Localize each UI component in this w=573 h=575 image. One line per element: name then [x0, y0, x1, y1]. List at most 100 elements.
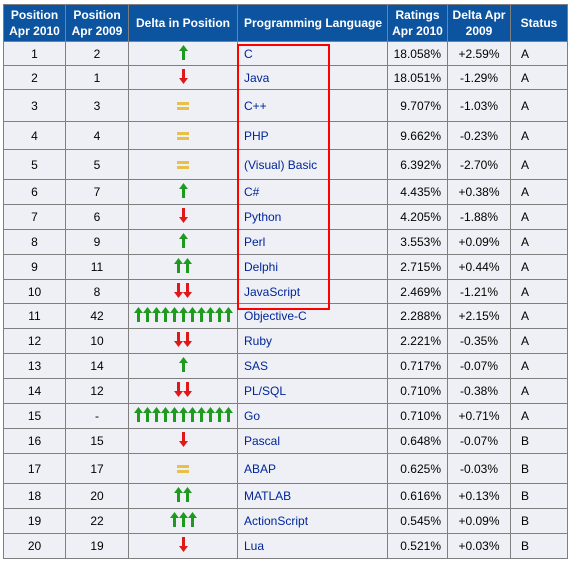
position-2010-cell: 13: [3, 353, 66, 379]
language-link[interactable]: PHP: [244, 128, 269, 143]
language-cell: PHP: [237, 121, 388, 150]
delta-position-cell: [128, 254, 238, 280]
language-link[interactable]: Java: [244, 70, 270, 85]
language-link[interactable]: ABAP: [244, 461, 277, 476]
header-delta-rating[interactable]: Delta Apr 2009: [447, 4, 511, 42]
table-row: 7 6 Python 4.205% -1.88% A: [3, 204, 568, 230]
position-2009-cell: -: [65, 403, 129, 429]
rating-cell: 0.717%: [387, 353, 448, 379]
status-cell: A: [510, 121, 568, 150]
header-row: Position Apr 2010 Position Apr 2009 Delt…: [3, 4, 568, 42]
position-2010-cell: 18: [3, 483, 66, 509]
language-link[interactable]: C#: [244, 185, 260, 199]
tiobe-index-table: Position Apr 2010 Position Apr 2009 Delt…: [3, 4, 568, 559]
table-body: 1 2 C 18.058% +2.59% A 2 1 Java 18.051% -1.29% A 3 3 C…: [3, 41, 568, 559]
language-cell: Lua: [237, 533, 388, 559]
position-2010-cell: 6: [3, 179, 66, 205]
arrow-up-icon: [205, 407, 215, 423]
arrow-down-icon: [174, 282, 183, 298]
language-link[interactable]: SAS: [244, 359, 269, 373]
table-row: 18 20 MATLAB 0.616% +0.13% B: [3, 483, 568, 509]
language-link[interactable]: JavaScript: [244, 284, 301, 299]
rating-cell: 0.648%: [387, 428, 448, 454]
delta-rating-cell: -0.38%: [447, 378, 511, 404]
language-link[interactable]: (Visual) Basic: [244, 157, 318, 172]
header-delta-position[interactable]: Delta in Position: [128, 4, 238, 42]
table-row: 3 3 C++ 9.707% -1.03% A: [3, 89, 568, 122]
arrow-down-icon: [183, 382, 192, 398]
language-link[interactable]: C: [244, 46, 253, 61]
header-programming-language[interactable]: Programming Language: [237, 4, 388, 42]
table-row: 16 15 Pascal 0.648% -0.07% B: [3, 428, 568, 454]
arrow-up-icon: [178, 183, 188, 199]
delta-rating-cell: +0.09%: [447, 508, 511, 534]
language-link[interactable]: Python: [244, 210, 282, 224]
status-cell: A: [510, 378, 568, 404]
status-cell: A: [510, 41, 568, 66]
delta-arrows: [133, 407, 233, 423]
delta-rating-cell: -0.03%: [447, 453, 511, 484]
language-link[interactable]: C++: [244, 98, 267, 113]
table-row: 9 11 Delphi 2.715% +0.44% A: [3, 254, 568, 280]
rating-cell: 0.545%: [387, 508, 448, 534]
rating-cell: 0.521%: [387, 533, 448, 559]
rating-cell: 4.435%: [387, 179, 448, 205]
arrow-down-icon: [174, 382, 183, 398]
table-row: 14 12 PL/SQL 0.710% -0.38% A: [3, 378, 568, 404]
header-ratings[interactable]: Ratings Apr 2010: [387, 4, 448, 42]
language-cell: Ruby: [237, 328, 388, 354]
rating-cell: 0.710%: [387, 378, 448, 404]
delta-position-cell: [128, 453, 238, 484]
equal-icon: [177, 160, 189, 169]
status-cell: B: [510, 533, 568, 559]
language-link[interactable]: PL/SQL: [244, 384, 287, 398]
header-status[interactable]: Status: [510, 4, 568, 42]
arrow-up-icon: [183, 487, 192, 503]
language-cell: Perl: [237, 229, 388, 255]
language-link[interactable]: Go: [244, 409, 261, 423]
status-cell: A: [510, 89, 568, 122]
language-link[interactable]: Objective-C: [244, 309, 307, 323]
delta-arrows: [177, 157, 189, 173]
header-position-2009[interactable]: Position Apr 2009: [65, 4, 129, 42]
language-link[interactable]: Pascal: [244, 434, 281, 448]
rating-cell: 4.205%: [387, 204, 448, 230]
arrow-up-icon: [169, 407, 179, 423]
rating-cell: 2.469%: [387, 279, 448, 304]
position-2009-cell: 6: [65, 204, 129, 230]
table-row: 20 19 Lua 0.521% +0.03% B: [3, 533, 568, 559]
delta-rating-cell: -0.23%: [447, 121, 511, 150]
arrow-up-icon: [187, 307, 197, 323]
delta-arrows: [169, 512, 197, 528]
language-cell: SAS: [237, 353, 388, 379]
position-2009-cell: 17: [65, 453, 129, 484]
delta-rating-cell: -0.07%: [447, 353, 511, 379]
status-cell: B: [510, 483, 568, 509]
position-2010-cell: 12: [3, 328, 66, 354]
position-2010-cell: 4: [3, 121, 66, 150]
position-2010-cell: 3: [3, 89, 66, 122]
arrow-up-icon: [223, 307, 233, 323]
status-cell: A: [510, 254, 568, 280]
arrow-down-icon: [178, 68, 188, 84]
arrow-up-icon: [174, 258, 183, 274]
language-link[interactable]: ActionScript: [244, 514, 309, 528]
language-link[interactable]: Ruby: [244, 334, 273, 348]
language-cell: Go: [237, 403, 388, 429]
arrow-up-icon: [151, 407, 161, 423]
language-link[interactable]: Delphi: [244, 260, 279, 274]
status-cell: A: [510, 65, 568, 90]
language-cell: C#: [237, 179, 388, 205]
delta-arrows: [178, 208, 188, 224]
language-link[interactable]: MATLAB: [244, 489, 292, 503]
arrow-up-icon: [160, 307, 170, 323]
language-link[interactable]: Lua: [244, 539, 265, 553]
language-link[interactable]: Perl: [244, 235, 266, 249]
arrow-up-icon: [214, 307, 224, 323]
rating-cell: 2.288%: [387, 303, 448, 329]
header-position-2010[interactable]: Position Apr 2010: [3, 4, 66, 42]
delta-rating-cell: +0.71%: [447, 403, 511, 429]
table-row: 19 22 ActionScript 0.545% +0.09% B: [3, 508, 568, 534]
position-2009-cell: 1: [65, 65, 129, 90]
position-2010-cell: 5: [3, 149, 66, 180]
